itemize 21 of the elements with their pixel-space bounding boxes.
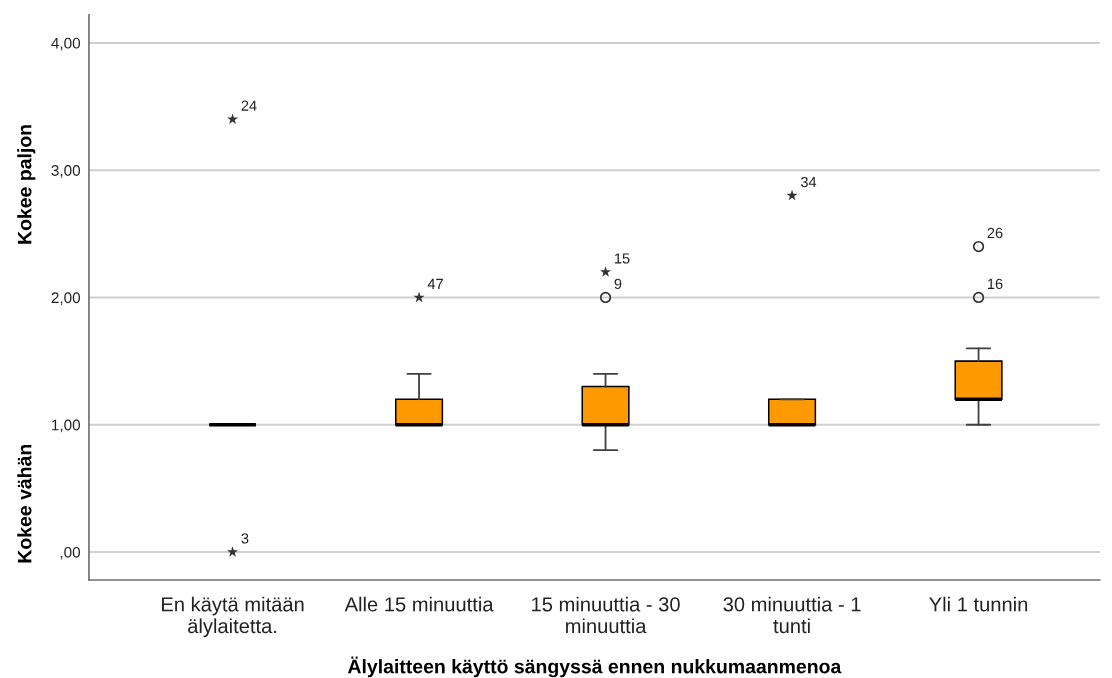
annotation: 26 bbox=[987, 227, 1003, 239]
annotation: 47 bbox=[427, 278, 443, 289]
y-tick-label: 2,00 bbox=[51, 292, 81, 305]
x-tick-label: Yli 1 tunnin bbox=[929, 596, 1028, 612]
annotation: 34 bbox=[800, 176, 817, 188]
y-tick-label: ,00 bbox=[60, 546, 81, 560]
annotation: 24 bbox=[241, 100, 257, 111]
y-tick-label: 1,00 bbox=[52, 419, 81, 433]
x-tick-label: 30 minuuttia - 1 tunti bbox=[723, 596, 861, 634]
y-tick-label: 4,00 bbox=[51, 37, 81, 51]
x-tick-label: En käytä mitään älylaitetta. bbox=[162, 596, 304, 638]
x-tick-label: 15 minuuttia - 30 minuuttia bbox=[532, 596, 680, 634]
annotation: 9 bbox=[614, 278, 622, 290]
annotation: 16 bbox=[987, 278, 1003, 290]
x-tick-label: Alle 15 minuuttia bbox=[344, 596, 494, 612]
text: Kokee vähän bbox=[17, 444, 32, 563]
annotation: 15 bbox=[615, 253, 630, 264]
y-tick-label: 3,00 bbox=[51, 165, 81, 178]
annotation: 3 bbox=[241, 533, 249, 544]
x-axis-title: Älylaitteen käyttö sängyssä ennen nukkumaanmenoa bbox=[347, 656, 842, 678]
text: Kokee paljon bbox=[17, 125, 36, 244]
